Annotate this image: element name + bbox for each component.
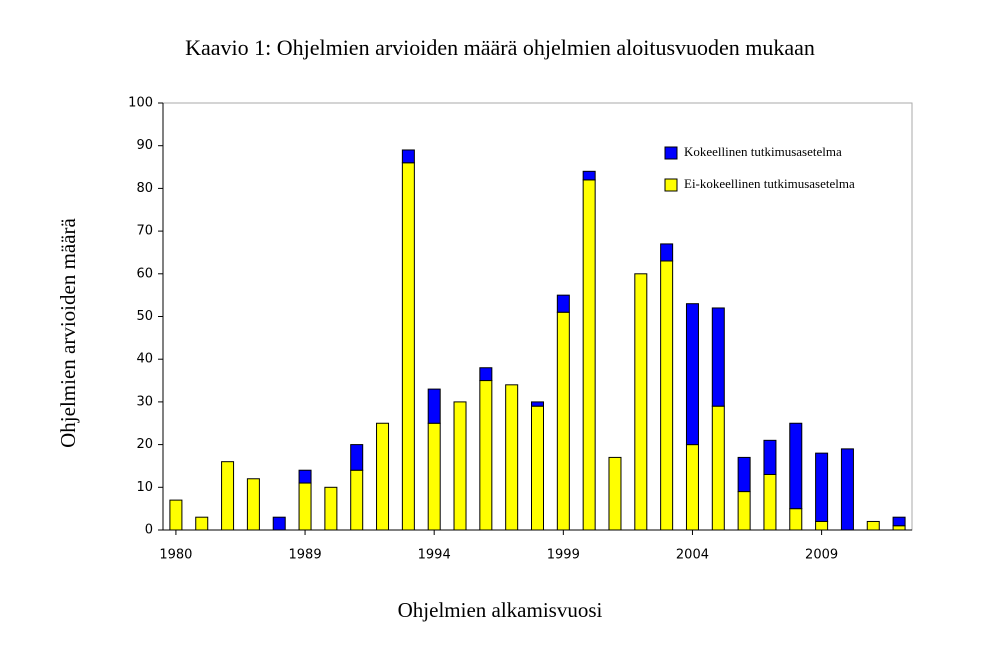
y-tick-label: 30 — [136, 394, 153, 409]
bar-segment — [298, 482, 312, 531]
bar-segment — [711, 405, 725, 531]
bar-segment — [711, 307, 725, 407]
bar-segment — [350, 444, 364, 471]
bar-segment — [737, 491, 751, 531]
bar-segment — [531, 405, 544, 531]
bar-segment — [892, 525, 906, 531]
y-tick-label: 90 — [136, 138, 153, 153]
bar-segment — [427, 388, 441, 424]
bar-segment — [350, 469, 364, 531]
y-tick-label: 10 — [136, 480, 153, 495]
bar-segment — [531, 401, 544, 407]
legend-label: Kokeellinen tutkimusasetelma — [684, 144, 842, 159]
bar-segment — [401, 162, 415, 531]
bar-segment — [685, 303, 699, 446]
bar-segment — [685, 444, 699, 531]
bar-segment — [453, 401, 467, 531]
x-tick-label: 1994 — [418, 548, 451, 563]
y-tick-label: 40 — [136, 352, 153, 367]
bar-segment — [763, 439, 777, 475]
bar-segment — [608, 456, 622, 531]
x-tick-label: 1989 — [289, 548, 322, 563]
x-axis-label: Ohjelmien alkamisvuosi — [398, 598, 603, 622]
y-tick-label: 50 — [136, 309, 153, 324]
y-tick-label: 80 — [136, 181, 153, 196]
bar-segment — [866, 520, 880, 531]
bar-segment — [505, 384, 519, 531]
bar-segment — [763, 473, 777, 531]
y-tick-label: 60 — [136, 266, 153, 281]
x-tick-label: 2004 — [676, 548, 709, 563]
bar-segment — [221, 461, 235, 531]
bar-segment — [427, 422, 441, 531]
bar-segment — [815, 452, 829, 522]
bar-segment — [272, 516, 286, 531]
bar-segment — [169, 499, 183, 531]
x-tick-label: 2009 — [805, 548, 838, 563]
bar-segment — [660, 260, 674, 531]
bar-segment — [246, 478, 260, 531]
bar-segment — [479, 380, 493, 531]
bar-segment — [660, 243, 674, 262]
y-tick-label: 100 — [128, 96, 153, 111]
bar-segment — [582, 179, 596, 531]
legend-swatch — [664, 178, 678, 192]
bar-segment — [556, 294, 570, 313]
chart-title: Kaavio 1: Ohjelmien arvioiden määrä ohje… — [185, 35, 815, 60]
bar-segment — [634, 273, 648, 531]
y-tick-label: 70 — [136, 224, 153, 239]
bar-segment — [582, 170, 596, 181]
bar-segment — [815, 520, 829, 531]
x-tick-label: 1999 — [547, 548, 580, 563]
bar-segment — [401, 149, 415, 164]
legend-swatch — [664, 146, 678, 160]
bar-segment — [298, 469, 312, 484]
y-axis-label: Ohjelmien arvioiden määrä — [56, 217, 80, 447]
bar-segment — [376, 422, 390, 531]
bar-segment — [479, 367, 493, 382]
bar-segment — [195, 516, 209, 531]
bar-segment — [789, 508, 803, 531]
bar-segment — [324, 486, 338, 531]
bar-segment — [789, 422, 803, 510]
y-tick-label: 20 — [136, 437, 153, 452]
x-tick-label: 1980 — [159, 548, 192, 563]
bar-segment — [556, 311, 570, 531]
legend-label: Ei-kokeellinen tutkimusasetelma — [684, 176, 855, 191]
bar-segment — [737, 456, 751, 493]
y-tick-label: 0 — [145, 523, 153, 538]
bar-segment — [892, 516, 906, 527]
bar-segment — [840, 448, 854, 531]
